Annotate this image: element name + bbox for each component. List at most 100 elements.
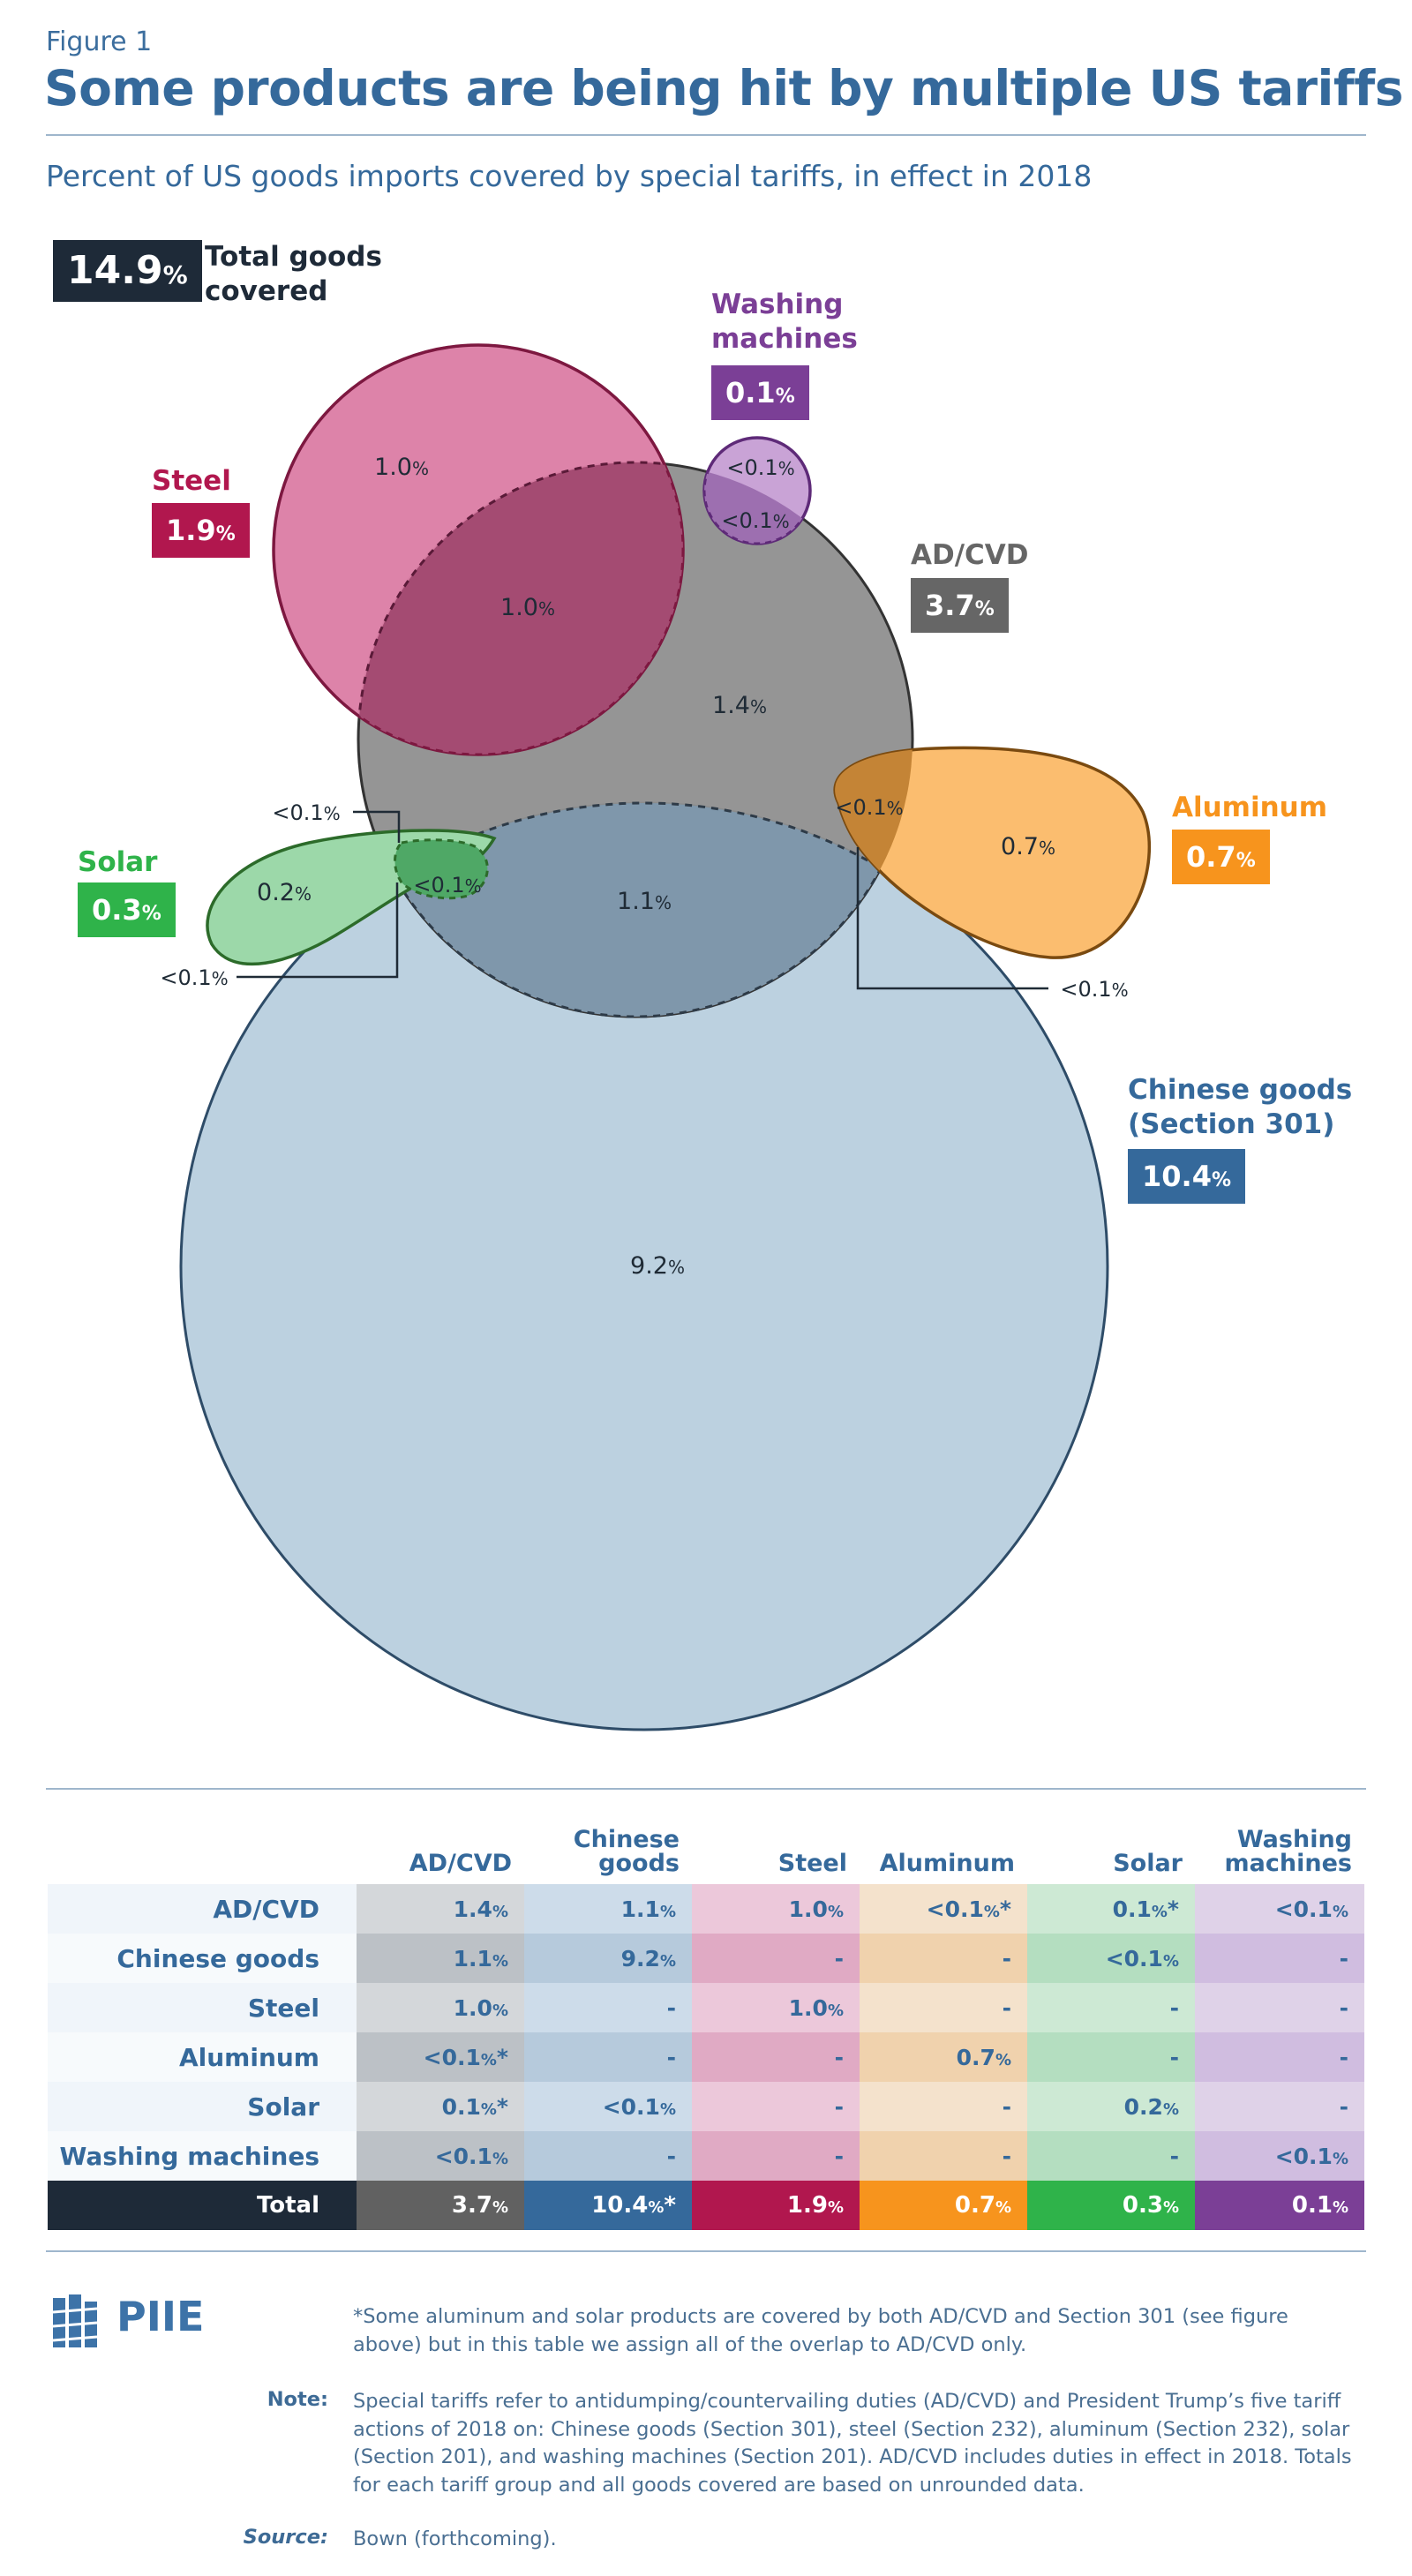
source-label: Source:: [243, 2526, 328, 2549]
table-cell-aluminum: -: [860, 2082, 1027, 2131]
table-total-steel: 1.9%: [692, 2181, 860, 2230]
chart-subtitle: Percent of US goods imports covered by s…: [46, 159, 1093, 193]
table-total-chinese: 10.4%*: [524, 2181, 692, 2230]
region-label-washing-adcvd: <0.1%: [721, 508, 789, 533]
table-cell-steel: -: [692, 2032, 860, 2082]
table-cell-washing: -: [1195, 2032, 1364, 2082]
region-label-aluminum-adcvd: <0.1%: [835, 795, 903, 820]
table-row: AD/CVD 1.4% 1.1% 1.0% <0.1%* 0.1%* <0.1%: [48, 1884, 1364, 1934]
table-cell-steel: -: [692, 1934, 860, 1983]
table-row-label: Steel: [48, 1983, 357, 2032]
callout-label-aluminum-bottom: <0.1%: [1060, 977, 1128, 1002]
region-label-washing-only: <0.1%: [726, 455, 794, 480]
table-cell-aluminum: <0.1%*: [860, 1884, 1027, 1934]
table-cell-adcvd: 1.1%: [357, 1934, 524, 1983]
legend-steel-value: 1.9%: [152, 503, 250, 558]
source-text: Bown (forthcoming).: [353, 2527, 557, 2550]
table-cell-adcvd: <0.1%: [357, 2131, 524, 2181]
table-cell-washing: -: [1195, 1983, 1364, 2032]
table-cell-chinese: -: [524, 1983, 692, 2032]
callout-line-solar-bottom: [237, 882, 399, 979]
total-label-line2: covered: [205, 274, 328, 307]
table-cell-steel: 1.0%: [692, 1884, 860, 1934]
table-cell-chinese: 1.1%: [524, 1884, 692, 1934]
table-col-washing: Washing machines: [1224, 1826, 1352, 1877]
legend-aluminum-value: 0.7%: [1172, 830, 1270, 884]
legend-washing-label: Washing machines: [711, 289, 858, 355]
table-cell-solar: -: [1027, 2032, 1195, 2082]
table-row: Solar 0.1%* <0.1% - -0.2% -: [48, 2082, 1364, 2131]
table-total-aluminum: 0.7%: [860, 2181, 1027, 2230]
table-cell-chinese: -: [524, 2032, 692, 2082]
table-total-row: Total 3.7% 10.4%* 1.9% 0.7% 0.3% 0.1%: [48, 2181, 1364, 2230]
table-header-row: AD/CVD Chinese goods Steel Aluminum Solar…: [48, 1814, 1364, 1884]
legend-washing-value: 0.1%: [711, 365, 809, 420]
table-total-washing: 0.1%: [1195, 2181, 1364, 2230]
table-cell-steel: 1.0%: [692, 1983, 860, 2032]
table-cell-aluminum: -: [860, 1934, 1027, 1983]
table-cell-washing: -: [1195, 2082, 1364, 2131]
total-covered-pct: %: [162, 260, 188, 289]
table-corner: [48, 1814, 357, 1884]
table-cell-solar: -: [1027, 1983, 1195, 2032]
callout-label-solar-top: <0.1%: [272, 800, 340, 825]
region-label-aluminum-only: 0.7%: [1001, 833, 1055, 860]
table-row-label: Aluminum: [48, 2032, 357, 2082]
venn-overlap-solar-adcvd: [394, 838, 489, 900]
table-cell-washing: <0.1%: [1195, 2131, 1364, 2181]
table-cell-steel: -: [692, 2082, 860, 2131]
table-cell-washing: <0.1%: [1195, 1884, 1364, 1934]
callout-label-solar-bottom: <0.1%: [160, 965, 228, 990]
legend-chinese-label: Chinese goods (Section 301): [1128, 1074, 1353, 1140]
legend-aluminum-label: Aluminum: [1172, 792, 1328, 823]
table-row: Washing machines <0.1% - - - - <0.1%: [48, 2131, 1364, 2181]
table-row-label: Washing machines: [48, 2131, 357, 2181]
legend-adcvd-value: 3.7%: [911, 578, 1009, 633]
table-total-solar: 0.3%: [1027, 2181, 1195, 2230]
table-row: Aluminum <0.1%* - -0.7% - -: [48, 2032, 1364, 2082]
region-label-adcvd-only: 1.4%: [712, 692, 767, 719]
region-label-solar-adcvd: <0.1%: [413, 873, 481, 897]
table-row-label: Solar: [48, 2082, 357, 2131]
total-covered-label: Total goods covered: [205, 240, 425, 309]
table-cell-chinese: -: [524, 2131, 692, 2181]
table-col-adcvd: AD/CVD: [409, 1850, 512, 1877]
table-top-divider: [46, 1788, 1366, 1790]
table-cell-solar: -: [1027, 2131, 1195, 2181]
table-row: Chinese goods 1.1% 9.2% - - <0.1% -: [48, 1934, 1364, 1983]
table-col-solar: Solar: [1113, 1850, 1183, 1877]
legend-steel-label: Steel: [152, 465, 231, 497]
piie-logo-icon: [52, 2294, 98, 2347]
total-covered-badge: 14.9%: [53, 240, 202, 302]
table-col-aluminum: Aluminum: [879, 1850, 1015, 1877]
total-label-line1: Total goods: [205, 241, 382, 273]
table-cell-steel: -: [692, 2131, 860, 2181]
legend-chinese-value: 10.4%: [1128, 1149, 1245, 1204]
table-cell-aluminum: 0.7%: [860, 2032, 1027, 2082]
overlap-table: AD/CVD Chinese goods Steel Aluminum Solar…: [48, 1814, 1364, 2230]
table-cell-chinese: 9.2%: [524, 1934, 692, 1983]
venn-diagram: 1.0% 1.0% <0.1% <0.1% 1.4% <0.1% 0.7% 0.…: [160, 343, 1151, 1731]
table-cell-chinese: <0.1%: [524, 2082, 692, 2131]
title-divider: [46, 134, 1366, 136]
region-label-solar-only: 0.2%: [257, 879, 312, 906]
region-label-steel-adcvd: 1.0%: [500, 594, 555, 621]
callout-line-solar-top: [353, 810, 401, 843]
table-cell-adcvd: 1.0%: [357, 1983, 524, 2032]
table-cell-solar: 0.1%*: [1027, 1884, 1195, 1934]
table-row-label: Chinese goods: [48, 1934, 357, 1983]
table-cell-adcvd: 0.1%*: [357, 2082, 524, 2131]
note-label: Note:: [267, 2388, 328, 2411]
region-label-chinese-only: 9.2%: [630, 1252, 685, 1280]
legend-adcvd-label: AD/CVD: [911, 539, 1029, 571]
total-covered-value: 14.9: [67, 248, 163, 293]
table-cell-solar: <0.1%: [1027, 1934, 1195, 1983]
table-bottom-divider: [46, 2250, 1366, 2252]
table-row: Steel 1.0% -1.0% - - -: [48, 1983, 1364, 2032]
region-label-steel-only: 1.0%: [374, 454, 429, 481]
figure-label: Figure 1: [46, 26, 153, 57]
piie-logo-text: PIIE: [116, 2293, 205, 2340]
table-total-adcvd: 3.7%: [357, 2181, 524, 2230]
table-cell-washing: -: [1195, 1934, 1364, 1983]
venn-steel-dashed-edge: [272, 343, 685, 756]
